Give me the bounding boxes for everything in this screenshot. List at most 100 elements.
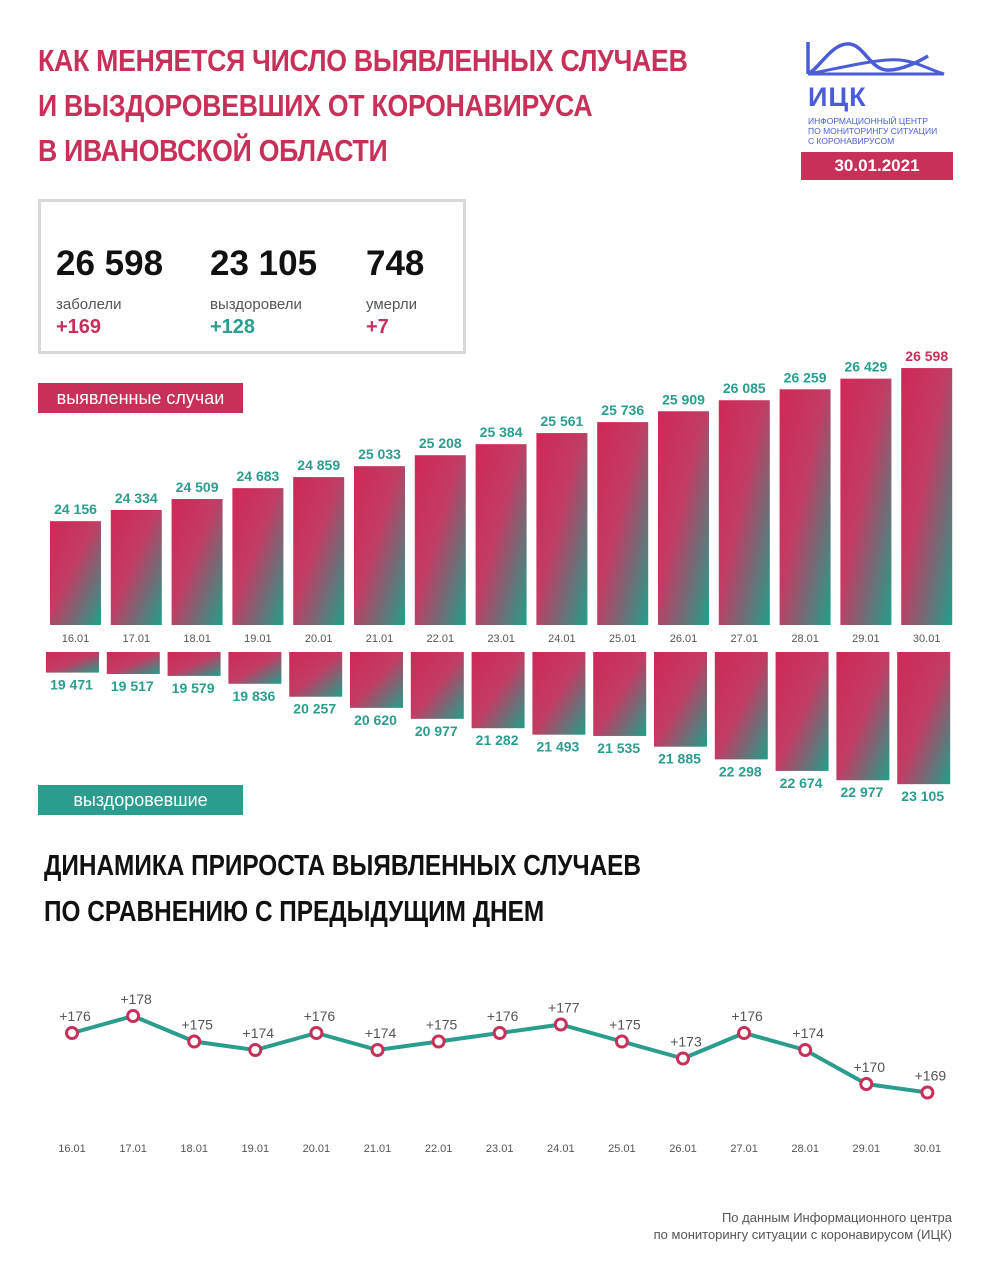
cases-tag: выявленные случаи bbox=[38, 383, 243, 413]
date-tick-label: 17.01 bbox=[123, 633, 151, 645]
growth-value-label: +176 bbox=[304, 1008, 336, 1024]
growth-value-label: +176 bbox=[59, 1008, 91, 1024]
cases-value-label: 25 736 bbox=[601, 402, 644, 418]
cases-bar bbox=[901, 368, 953, 625]
recovered-bar bbox=[897, 652, 951, 785]
cases-value-label: 26 598 bbox=[905, 348, 948, 364]
logo-sub-line-1: ИНФОРМАЦИОННЫЙ ЦЕНТР bbox=[808, 116, 928, 126]
recovered-value-label: 23 105 bbox=[901, 788, 944, 804]
source-note: По данным Информационного центра по мони… bbox=[654, 1209, 952, 1243]
cases-value-label: 25 909 bbox=[662, 391, 705, 407]
date-tick-label: 26.01 bbox=[670, 633, 698, 645]
growth-date-label: 25.01 bbox=[608, 1143, 636, 1155]
cases-bar-chart: 24 156 16.01 24 334 17.01 24 509 18.01 24 683 1… bbox=[50, 348, 953, 645]
growth-value-label: +174 bbox=[243, 1025, 275, 1041]
cases-delta: +169 bbox=[56, 316, 102, 338]
cases-bar bbox=[658, 411, 709, 625]
stat-deaths: 748 умерли +7 bbox=[366, 246, 424, 339]
date-tick-label: 27.01 bbox=[731, 633, 759, 645]
recovered-bar bbox=[410, 652, 464, 719]
cases-bar bbox=[536, 433, 588, 625]
growth-value-label: +175 bbox=[181, 1017, 213, 1033]
growth-point bbox=[248, 1043, 263, 1057]
date-tick-label: 23.01 bbox=[487, 633, 515, 645]
recovered-value-label: 21 493 bbox=[536, 739, 579, 755]
growth-point bbox=[126, 1009, 141, 1023]
cases-value-label: 24 859 bbox=[297, 457, 340, 473]
recovered-bar bbox=[228, 652, 282, 684]
cases-bar bbox=[232, 488, 284, 625]
recovered-bar bbox=[106, 652, 160, 675]
growth-date-label: 18.01 bbox=[180, 1143, 208, 1155]
growth-point bbox=[676, 1051, 690, 1066]
recovered-bar bbox=[836, 652, 890, 781]
title-line-2: И ВЫЗДОРОВЕВШИХ ОТ КОРОНАВИРУСА bbox=[38, 88, 593, 123]
date-tick-label: 16.01 bbox=[62, 633, 90, 645]
recovered-value-label: 21 282 bbox=[476, 732, 519, 748]
recovered-bar bbox=[593, 652, 647, 736]
cases-value-label: 24 156 bbox=[54, 501, 97, 517]
source-line-2: по мониторингу ситуации с коронавирусом … bbox=[653, 1227, 952, 1242]
mountain-logo-icon bbox=[806, 42, 945, 76]
date-tick-label: 30.01 bbox=[913, 633, 941, 645]
page-title: КАК МЕНЯЕТСЯ ЧИСЛО ВЫЯВЛЕННЫХ СЛУЧАЕВ И … bbox=[38, 38, 688, 173]
growth-point bbox=[65, 1026, 79, 1040]
growth-point bbox=[431, 1034, 446, 1049]
title-line-1: КАК МЕНЯЕТСЯ ЧИСЛО ВЫЯВЛЕННЫХ СЛУЧАЕВ bbox=[38, 43, 688, 78]
growth-date-label: 19.01 bbox=[242, 1143, 270, 1155]
growth-date-label: 17.01 bbox=[119, 1143, 147, 1155]
recovered-bar bbox=[46, 652, 99, 673]
growth-value-label: +175 bbox=[609, 1017, 641, 1033]
cases-value-label: 25 561 bbox=[540, 413, 583, 429]
recovered-bar bbox=[350, 652, 403, 708]
date-tick-label: 24.01 bbox=[548, 633, 576, 645]
growth-point bbox=[614, 1034, 629, 1049]
cases-bar bbox=[779, 389, 831, 625]
summary-box: 26 598 заболели +169 23 105 выздоровели … bbox=[38, 199, 466, 354]
growth-value-label: +174 bbox=[792, 1025, 824, 1041]
logo-sub-line-2: ПО МОНИТОРИНГУ СИТУАЦИИ bbox=[808, 126, 938, 136]
growth-date-label: 24.01 bbox=[547, 1143, 575, 1155]
recovered-value-label: 20 257 bbox=[293, 701, 336, 717]
recovered-label: выздоровели bbox=[210, 296, 302, 313]
cases-bar bbox=[354, 466, 405, 625]
cases-value: 26 598 bbox=[56, 244, 164, 283]
growth-point bbox=[920, 1085, 935, 1100]
deaths-delta: +7 bbox=[366, 316, 389, 338]
growth-date-label: 29.01 bbox=[853, 1143, 881, 1155]
recovered-value-label: 22 298 bbox=[719, 763, 762, 779]
deaths-label: умерли bbox=[366, 296, 417, 313]
deaths-value: 748 bbox=[366, 244, 425, 283]
growth-point bbox=[798, 1043, 813, 1057]
recovered-value-label: 19 836 bbox=[232, 688, 275, 704]
recovered-delta: +128 bbox=[210, 316, 256, 338]
recovered-value-label: 20 620 bbox=[354, 712, 397, 728]
cases-bar bbox=[293, 477, 345, 625]
cases-bar bbox=[110, 510, 162, 625]
growth-value-label: +169 bbox=[915, 1068, 947, 1084]
title-line-3: В ИВАНОВСКОЙ ОБЛАСТИ bbox=[38, 133, 388, 168]
date-tick-label: 20.01 bbox=[305, 633, 333, 645]
recovered-bar bbox=[167, 652, 221, 676]
growth-point bbox=[370, 1043, 385, 1057]
stat-recovered: 23 105 выздоровели +128 bbox=[210, 246, 317, 339]
cases-value-label: 25 384 bbox=[480, 424, 523, 440]
recovered-value: 23 105 bbox=[210, 244, 318, 283]
cases-value-label: 26 085 bbox=[723, 380, 766, 396]
growth-date-label: 30.01 bbox=[914, 1143, 942, 1155]
cases-bar bbox=[597, 422, 649, 625]
growth-date-label: 28.01 bbox=[791, 1143, 819, 1155]
growth-date-label: 26.01 bbox=[669, 1143, 697, 1155]
growth-date-label: 27.01 bbox=[730, 1143, 758, 1155]
date-badge: 30.01.2021 bbox=[801, 152, 953, 180]
date-tick-label: 18.01 bbox=[183, 633, 211, 645]
dynamics-title: ДИНАМИКА ПРИРОСТА ВЫЯВЛЕННЫХ СЛУЧАЕВ ПО … bbox=[44, 843, 641, 935]
recovered-value-label: 20 977 bbox=[415, 723, 458, 739]
recovered-bar bbox=[471, 652, 525, 729]
logo-name: ИЦК bbox=[808, 82, 867, 112]
stat-cases: 26 598 заболели +169 bbox=[56, 246, 163, 339]
recovered-value-label: 19 471 bbox=[50, 677, 93, 693]
growth-point bbox=[737, 1026, 752, 1040]
cases-value-label: 24 683 bbox=[236, 468, 279, 484]
dynamics-title-line-2: ПО СРАВНЕНИЮ С ПРЕДЫДУЩИМ ДНЕМ bbox=[44, 896, 545, 928]
